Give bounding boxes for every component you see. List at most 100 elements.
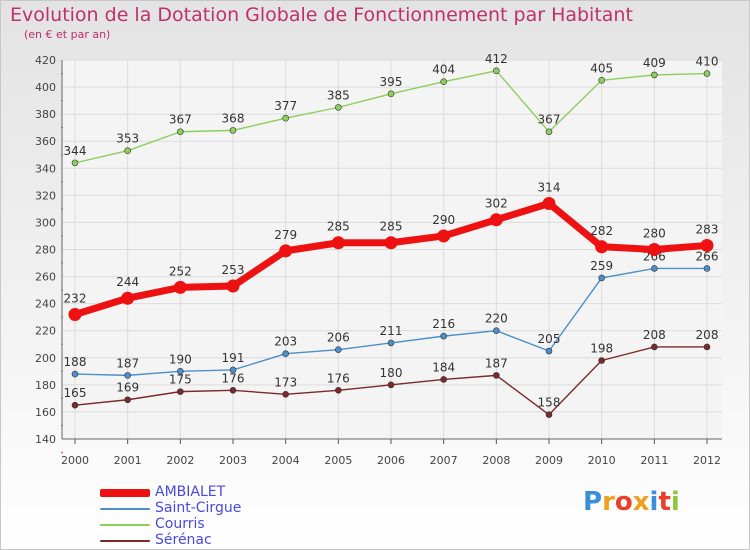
data-point-serenac [282, 391, 289, 398]
data-point-courris [493, 67, 500, 75]
y-tick-label: 200 [35, 352, 56, 365]
logo-letter: r [602, 487, 615, 517]
data-label-saint-cirgue: 205 [538, 332, 561, 346]
data-point-ambialet [489, 213, 503, 227]
data-point-serenac [493, 372, 500, 379]
data-point-saint-cirgue [703, 265, 711, 272]
data-label-courris: 405 [590, 61, 613, 75]
data-label-saint-cirgue: 203 [274, 335, 297, 349]
x-tick-label: 2002 [166, 454, 194, 467]
data-point-saint-cirgue [335, 346, 342, 353]
data-point-serenac [545, 411, 553, 418]
data-label-ambialet: 283 [696, 222, 719, 236]
data-point-ambialet [331, 236, 345, 250]
chart-subtitle: (en € et par an) [24, 28, 111, 41]
y-tick-label: 300 [35, 216, 56, 229]
data-point-saint-cirgue [282, 350, 289, 358]
data-point-saint-cirgue [598, 274, 605, 282]
y-tick-label: 380 [35, 108, 56, 121]
data-point-ambialet [700, 238, 714, 252]
data-label-serenac: 176 [327, 371, 350, 385]
data-label-ambialet: 314 [538, 180, 561, 194]
data-label-saint-cirgue: 259 [590, 259, 613, 273]
data-point-serenac [335, 386, 342, 394]
data-label-serenac: 208 [643, 328, 666, 342]
data-label-courris: 377 [274, 99, 297, 113]
chart-title: Evolution de la Dotation Globale de Fonc… [10, 4, 633, 26]
x-tick-label: 2008 [482, 454, 510, 467]
data-label-ambialet: 252 [169, 264, 192, 278]
data-label-saint-cirgue: 191 [222, 351, 245, 365]
data-point-courris [71, 159, 79, 167]
data-point-serenac [651, 343, 658, 351]
y-tick-label: 400 [35, 81, 56, 94]
data-point-ambialet [595, 240, 609, 254]
y-tick-label: 320 [35, 189, 56, 202]
data-label-courris: 410 [696, 55, 719, 69]
logo-letter: t [658, 487, 671, 517]
legend-label: Sérénac [155, 532, 212, 548]
legend-swatch [100, 524, 150, 526]
data-label-serenac: 208 [696, 328, 719, 342]
data-label-ambialet: 232 [64, 291, 87, 305]
data-point-courris [177, 128, 184, 136]
data-point-saint-cirgue [387, 339, 395, 347]
logo-letter: i [670, 487, 680, 517]
data-point-serenac [440, 376, 447, 383]
y-minor-dot [61, 451, 63, 454]
y-tick-label: 220 [35, 325, 56, 338]
x-tick-label: 2003 [219, 454, 247, 467]
data-label-ambialet: 302 [485, 197, 508, 211]
legend-swatch [100, 489, 150, 497]
data-point-courris [124, 147, 131, 154]
data-label-saint-cirgue: 188 [64, 355, 87, 369]
data-label-courris: 367 [169, 113, 192, 127]
data-label-ambialet: 244 [116, 275, 139, 289]
data-label-courris: 385 [327, 88, 350, 102]
proxiti-logo: Proxiti [583, 487, 680, 517]
legend-label: Courris [155, 516, 205, 532]
x-tick-label: 2004 [272, 454, 300, 467]
data-label-courris: 344 [64, 144, 87, 158]
x-tick-label: 2000 [61, 454, 89, 467]
data-label-courris: 367 [538, 113, 561, 127]
data-point-saint-cirgue [651, 265, 658, 272]
data-point-saint-cirgue [229, 366, 237, 374]
data-label-serenac: 187 [485, 356, 508, 370]
data-label-saint-cirgue: 220 [485, 312, 508, 326]
y-tick-label: 140 [35, 433, 56, 446]
data-point-saint-cirgue [440, 332, 447, 340]
data-label-courris: 395 [380, 75, 403, 89]
data-point-saint-cirgue [493, 327, 500, 335]
data-label-ambialet: 280 [643, 227, 666, 241]
data-point-serenac [229, 386, 237, 394]
data-label-courris: 368 [222, 111, 245, 125]
legend-swatch [100, 508, 150, 510]
data-point-saint-cirgue [177, 368, 184, 375]
data-point-ambialet [647, 243, 661, 256]
data-point-courris [703, 70, 711, 77]
data-label-ambialet: 290 [432, 213, 455, 227]
data-label-saint-cirgue: 206 [327, 331, 350, 345]
legend-label: Saint-Cirgue [155, 500, 242, 516]
data-label-serenac: 165 [64, 386, 87, 400]
data-point-courris [282, 114, 289, 122]
data-point-courris [387, 90, 395, 98]
data-point-courris [335, 104, 342, 111]
logo-letter: o [614, 487, 633, 517]
data-point-ambialet [542, 196, 556, 210]
y-tick-label: 240 [35, 298, 56, 311]
x-tick-label: 2012 [693, 454, 721, 467]
legend-label: AMBIALET [155, 484, 226, 500]
data-point-serenac [177, 388, 184, 395]
data-point-serenac [387, 381, 395, 389]
data-point-saint-cirgue [545, 347, 553, 355]
x-tick-label: 2009 [535, 454, 563, 467]
data-label-serenac: 173 [274, 375, 297, 389]
data-label-saint-cirgue: 216 [432, 317, 455, 331]
data-label-saint-cirgue: 187 [116, 356, 139, 370]
data-point-courris [545, 128, 553, 136]
data-point-ambialet [437, 229, 451, 243]
data-point-courris [651, 71, 658, 79]
data-point-courris [440, 78, 447, 85]
